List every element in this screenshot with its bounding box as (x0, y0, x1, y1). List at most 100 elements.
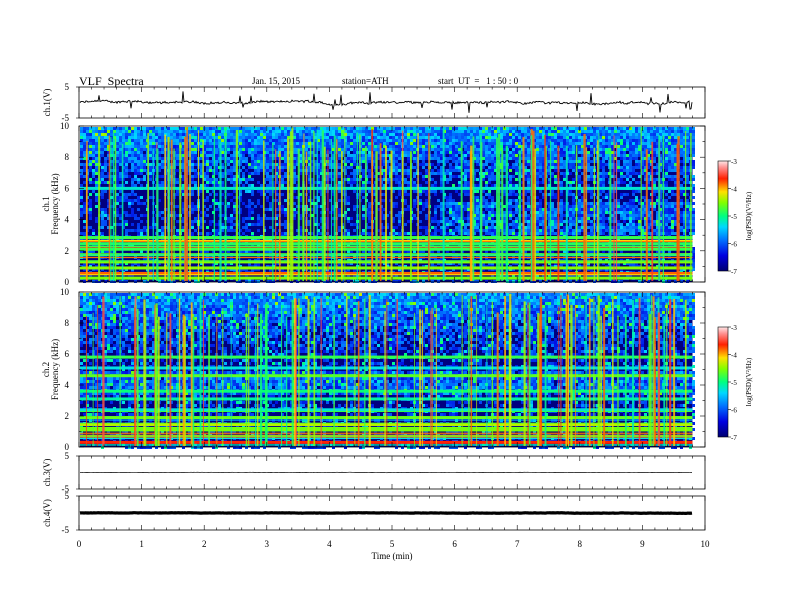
ch1-spectrogram-bin (458, 136, 461, 139)
ch1-spectrogram-bin (422, 136, 425, 139)
ch1-spectrogram-bin (257, 250, 260, 253)
ch1-spectrogram-bin (521, 133, 524, 136)
ch1-spectrogram-bin (131, 133, 134, 136)
ch1-spectrogram-bin (422, 151, 425, 154)
ch1-spectrogram-bin (461, 130, 464, 133)
ch1-spectrogram-bin (347, 220, 350, 223)
ch1-spectrogram-bin (101, 181, 104, 184)
ch1-spectrogram-bin (449, 223, 452, 226)
ch1-spectrogram-bin (233, 154, 236, 157)
ch1-spectrogram-bin (395, 142, 398, 145)
ch1-spectrogram-bin (119, 268, 122, 271)
ch1-spectrogram-bin (248, 178, 251, 181)
ch1-spectrogram-bin (509, 154, 512, 157)
ch1-spectrogram-bin (107, 250, 110, 253)
ch1-spectrogram-bin (206, 232, 209, 235)
ch1-spectrogram-bin (509, 280, 512, 283)
ch1-spectrogram-bin (191, 142, 194, 145)
ch1-spectrogram-bin (527, 136, 530, 139)
ch1-spectrogram-bin (473, 202, 476, 205)
ch1-spectrogram-bin (176, 130, 179, 133)
ch1-spectrogram-bin (194, 169, 197, 172)
ch1-spectrogram-bin (515, 157, 518, 160)
ch1-spectrogram-bin (212, 151, 215, 154)
ch1-spectrogram-bin (320, 148, 323, 151)
ch1-spectrogram-bin (320, 274, 323, 277)
ch1-spectrogram-bin (104, 157, 107, 160)
ch1-spectrogram-bin (242, 142, 245, 145)
ch1-spectrogram-bin (89, 199, 92, 202)
ch1-spectrogram-bin (233, 166, 236, 169)
ch1-spectrogram-bin (398, 178, 401, 181)
ch1-spectrogram-bin (503, 184, 506, 187)
ch1-spectrogram-bin (515, 184, 518, 187)
ch1-spectrogram-bin (269, 151, 272, 154)
ch1-spectrogram-bin (248, 211, 251, 214)
ch1-spectrogram-bin (206, 199, 209, 202)
ch1-spectrogram-bin (137, 127, 140, 130)
ch1-spectrogram-bin (491, 205, 494, 208)
ch1-spectrogram-bin (104, 250, 107, 253)
ch1-spectrogram-bin (248, 154, 251, 157)
ch1-spectrogram-bin (332, 130, 335, 133)
ch1-spectrogram-bin (491, 220, 494, 223)
ch1-spectrogram-bin (398, 166, 401, 169)
ch1-spectrogram-bin (431, 130, 434, 133)
ch1-spectrogram-bin (230, 214, 233, 217)
ch1-spectrogram-bin (299, 133, 302, 136)
ch1-spectrogram-bin (413, 202, 416, 205)
ch4-waveform-trace (79, 511, 693, 516)
ch1-spectrogram-bin (254, 163, 257, 166)
ch1-spectrogram-bin (116, 214, 119, 217)
ch1-spectrogram-bin (161, 142, 164, 145)
ch1-spectrogram-bin (380, 274, 383, 277)
ch1-spectrogram-bin (215, 232, 218, 235)
ch1-spectrogram-bin (131, 229, 134, 232)
ch1-spectrogram-bin (329, 133, 332, 136)
ch1-spectrogram-bin (143, 130, 146, 133)
ch1-spectrogram-bin (380, 250, 383, 253)
ch1-spectrogram-bin (341, 139, 344, 142)
ch1-spectrogram-bin (491, 202, 494, 205)
ch1-spectrogram-bin (506, 142, 509, 145)
ch1-spectrogram-bin (227, 250, 230, 253)
ch1-spectrogram-bin (254, 142, 257, 145)
ch1-spectrogram-bin (293, 175, 296, 178)
ch1-spectrogram-bin (308, 190, 311, 193)
ch1-spectrogram-bin (260, 220, 263, 223)
ch1-spectrogram-bin (203, 214, 206, 217)
ch1-spectrogram-bin (314, 238, 317, 241)
ch1-spectrogram-bin (380, 160, 383, 163)
ch1-spectrogram-bin (230, 139, 233, 142)
ch1-spectrogram-bin (248, 172, 251, 175)
ch1-spectrogram-bin (86, 139, 89, 142)
ch1-spectrogram-bin (425, 202, 428, 205)
ch1-spectrogram-bin (314, 172, 317, 175)
ch1-spectrogram-bin (107, 145, 110, 148)
ch1-spectrogram-bin (386, 136, 389, 139)
ch1-spectrogram-bin (242, 157, 245, 160)
ch1-spectrogram-bin (230, 229, 233, 232)
ch1-spectrogram-bin (257, 202, 260, 205)
ch1-spectrogram-bin (230, 169, 233, 172)
ch1-spectrogram-bin (89, 136, 92, 139)
ch1-spectrogram-bin (404, 199, 407, 202)
ch1-spectrogram-bin (116, 238, 119, 241)
ch1-spectrogram-bin (182, 160, 185, 163)
ch1-spectrogram-bin (137, 145, 140, 148)
ch1-spectrogram-bin (377, 133, 380, 136)
ch1-spectrogram-bin (212, 211, 215, 214)
ch1-spectrogram-bin (212, 181, 215, 184)
ch1-spectrogram-bin (203, 142, 206, 145)
ch1-spectrogram-bin (260, 136, 263, 139)
ch1-spectrogram-bin (422, 175, 425, 178)
ch1-spectrogram-bin (242, 166, 245, 169)
ch1-spectrogram-bin (455, 220, 458, 223)
ch1-spectrogram-bin (206, 274, 209, 277)
ch1-spectrogram-bin (401, 127, 404, 130)
ch1-spectrogram-bin (488, 127, 491, 130)
ch1-spectrogram-bin (158, 181, 161, 184)
ch1-spectrogram-bin (83, 148, 86, 151)
ch1-spectrogram-bin (122, 148, 125, 151)
